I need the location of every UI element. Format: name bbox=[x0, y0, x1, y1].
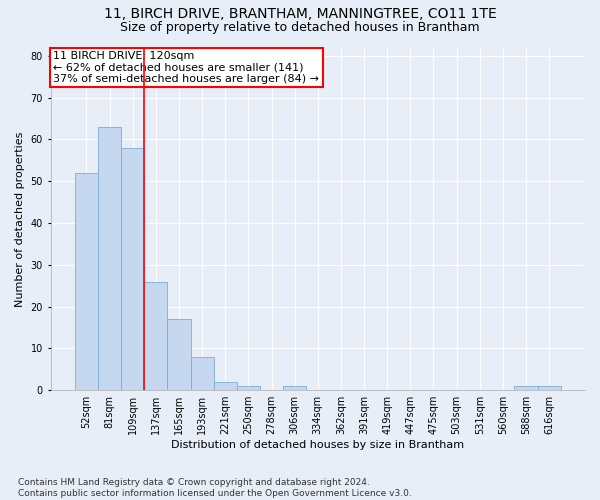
Bar bbox=[144, 282, 167, 390]
Bar bbox=[167, 319, 191, 390]
Bar bbox=[98, 127, 121, 390]
Text: 11, BIRCH DRIVE, BRANTHAM, MANNINGTREE, CO11 1TE: 11, BIRCH DRIVE, BRANTHAM, MANNINGTREE, … bbox=[104, 8, 496, 22]
Bar bbox=[283, 386, 306, 390]
Bar bbox=[214, 382, 237, 390]
Bar bbox=[75, 173, 98, 390]
Bar bbox=[514, 386, 538, 390]
Text: Size of property relative to detached houses in Brantham: Size of property relative to detached ho… bbox=[120, 21, 480, 34]
Y-axis label: Number of detached properties: Number of detached properties bbox=[15, 131, 25, 306]
Text: Contains HM Land Registry data © Crown copyright and database right 2024.
Contai: Contains HM Land Registry data © Crown c… bbox=[18, 478, 412, 498]
Bar bbox=[121, 148, 144, 390]
Bar bbox=[538, 386, 561, 390]
Bar bbox=[191, 357, 214, 390]
Bar bbox=[237, 386, 260, 390]
Text: 11 BIRCH DRIVE: 120sqm
← 62% of detached houses are smaller (141)
37% of semi-de: 11 BIRCH DRIVE: 120sqm ← 62% of detached… bbox=[53, 51, 319, 84]
X-axis label: Distribution of detached houses by size in Brantham: Distribution of detached houses by size … bbox=[171, 440, 464, 450]
